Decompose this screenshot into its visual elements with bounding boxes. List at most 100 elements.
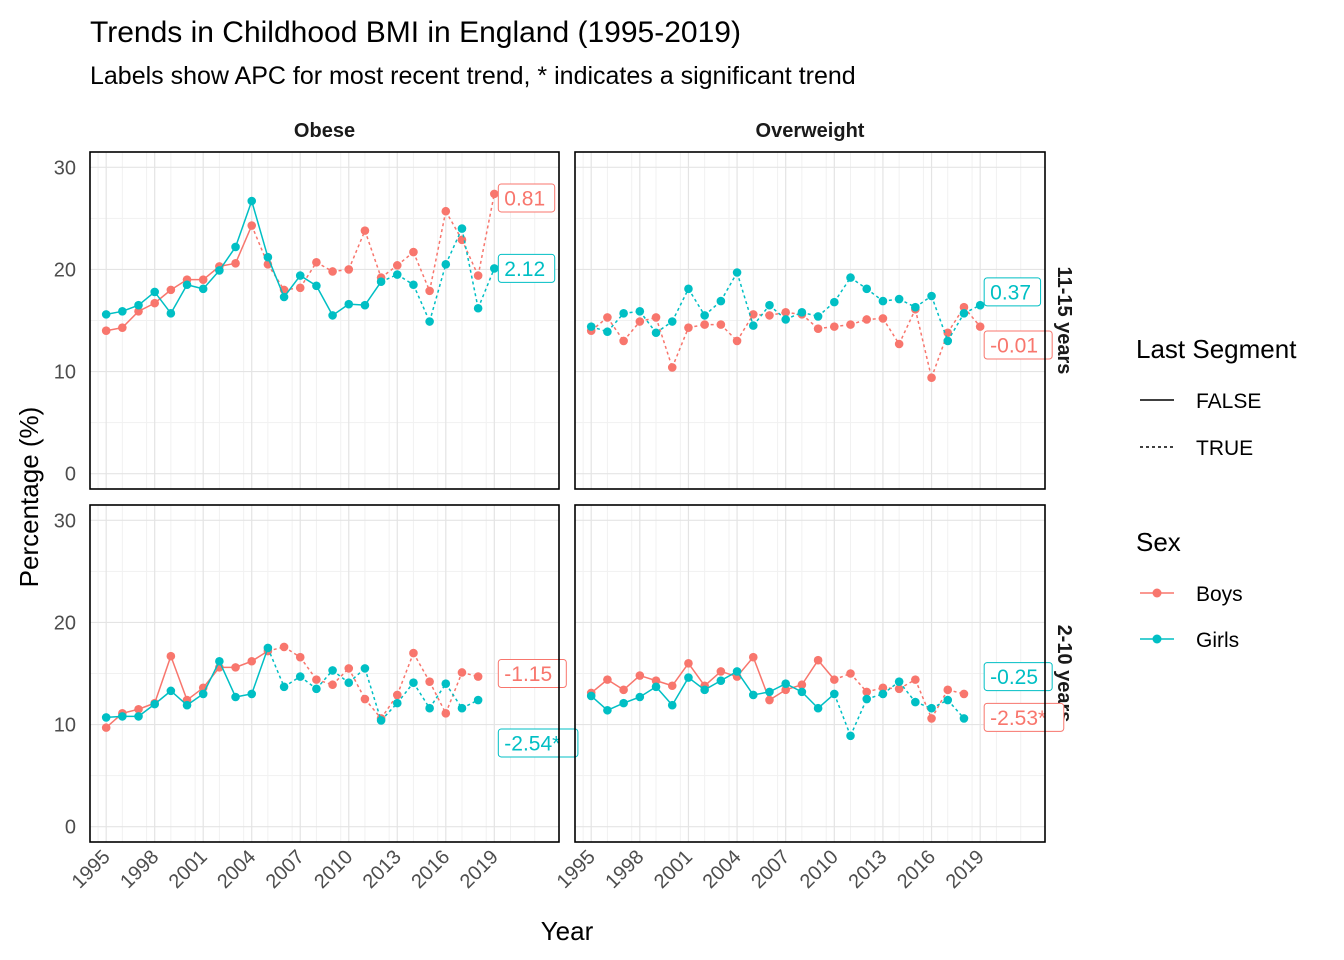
data-point-girls: [813, 703, 823, 713]
data-point-girls: [894, 294, 904, 304]
data-point-boys: [198, 275, 208, 284]
data-point-girls: [684, 673, 693, 682]
series-segment-girls: [947, 312, 965, 342]
apc-label-boys: -0.01: [990, 335, 1038, 358]
data-point-girls: [101, 713, 111, 722]
x-tick-label: 1998: [601, 846, 648, 893]
data-point-boys: [134, 307, 143, 316]
series-segment-girls: [218, 660, 237, 698]
data-point-girls: [312, 684, 321, 694]
series-segment-girls: [671, 677, 690, 706]
x-tick-label: 2016: [407, 846, 454, 893]
series-segment-boys: [477, 193, 496, 276]
data-point-girls: [943, 695, 953, 705]
data-point-boys: [813, 655, 823, 665]
data-point-boys: [441, 206, 451, 216]
data-point-girls: [894, 677, 904, 686]
data-point-girls: [198, 284, 208, 294]
data-point-girls: [765, 300, 774, 310]
strip-label-overweight: Overweight: [756, 120, 865, 142]
apc-label-boys: 0.81: [504, 187, 545, 210]
x-tick-label: 2016: [893, 846, 940, 893]
series-segment-boys: [963, 306, 981, 328]
data-point-boys: [797, 680, 807, 690]
data-point-boys: [134, 704, 143, 714]
data-point-boys: [619, 685, 628, 695]
data-point-boys: [959, 302, 969, 312]
data-point-girls: [279, 292, 289, 302]
series-segment-boys: [396, 652, 415, 696]
data-point-girls: [651, 328, 661, 338]
data-point-boys: [409, 648, 418, 658]
data-point-boys: [927, 714, 936, 723]
legend-sex: Sex Boys Girls: [1136, 527, 1243, 652]
x-tick-label: 2004: [213, 846, 260, 893]
panel-obese-2-10-years: -1.15 -2.54*: [89, 504, 579, 843]
data-point-boys: [635, 671, 645, 680]
data-point-boys: [344, 265, 354, 274]
data-point-boys: [231, 259, 240, 268]
data-point-girls: [732, 667, 742, 676]
data-point-boys: [975, 322, 985, 331]
data-point-girls: [927, 703, 936, 713]
data-point-boys: [732, 336, 742, 346]
data-point-boys: [716, 320, 726, 329]
data-point-girls: [215, 656, 224, 666]
data-point-girls: [619, 309, 628, 318]
x-tick-label: 1995: [553, 846, 600, 893]
data-point-girls: [927, 291, 936, 301]
data-point-girls: [797, 308, 807, 317]
data-point-boys: [781, 308, 790, 317]
data-point-girls: [700, 685, 709, 695]
series-segment-girls: [412, 682, 431, 709]
data-point-girls: [975, 300, 985, 310]
apc-label-box-girls: [983, 277, 1042, 307]
data-point-girls: [797, 687, 807, 697]
series-segment-girls: [364, 281, 382, 306]
data-point-boys: [150, 298, 159, 308]
data-point-boys: [651, 313, 661, 322]
series-segment-boys: [153, 655, 172, 704]
data-point-girls: [166, 309, 176, 318]
apc-label-box-girls: [497, 253, 556, 283]
data-point-boys: [312, 257, 321, 267]
data-point-boys: [878, 314, 888, 323]
data-point-boys: [118, 323, 127, 332]
x-axis-title: Year: [541, 916, 594, 946]
data-point-girls: [425, 703, 434, 713]
data-point-boys: [279, 642, 289, 652]
apc-label-girls: 2.12: [504, 258, 545, 281]
data-point-boys: [830, 322, 839, 331]
apc-label-box-girls: [983, 662, 1053, 692]
series-segment-girls: [267, 256, 285, 298]
data-point-boys: [409, 247, 418, 257]
data-point-boys: [667, 363, 677, 372]
data-point-girls: [279, 682, 289, 692]
series-segment-boys: [234, 225, 253, 264]
data-point-boys: [748, 310, 758, 319]
series-segment-girls: [412, 284, 431, 322]
data-point-boys: [166, 651, 176, 661]
series-segment-girls: [930, 295, 949, 342]
data-point-girls: [911, 302, 920, 312]
data-point-girls: [586, 691, 596, 701]
data-point-girls: [878, 296, 888, 306]
data-point-boys: [473, 672, 483, 681]
data-point-girls: [392, 698, 402, 708]
series-segment-girls: [364, 668, 382, 721]
series-segment-girls: [251, 200, 269, 258]
data-point-boys: [312, 675, 321, 684]
data-point-girls: [150, 287, 159, 297]
panel-obese-11-15-years: 0.81 2.12: [89, 151, 560, 490]
series-segment-girls: [461, 228, 479, 309]
x-tick-label: 2007: [747, 846, 794, 893]
data-point-girls: [667, 317, 677, 326]
legend-girls-point-key: [1152, 634, 1162, 644]
series-segment-boys: [445, 672, 463, 714]
data-point-girls: [473, 303, 483, 313]
series-segment-boys: [671, 327, 690, 368]
data-point-boys: [392, 690, 402, 700]
data-point-boys: [392, 261, 402, 270]
data-point-girls: [959, 714, 969, 723]
legend-sex-title: Sex: [1136, 527, 1181, 557]
